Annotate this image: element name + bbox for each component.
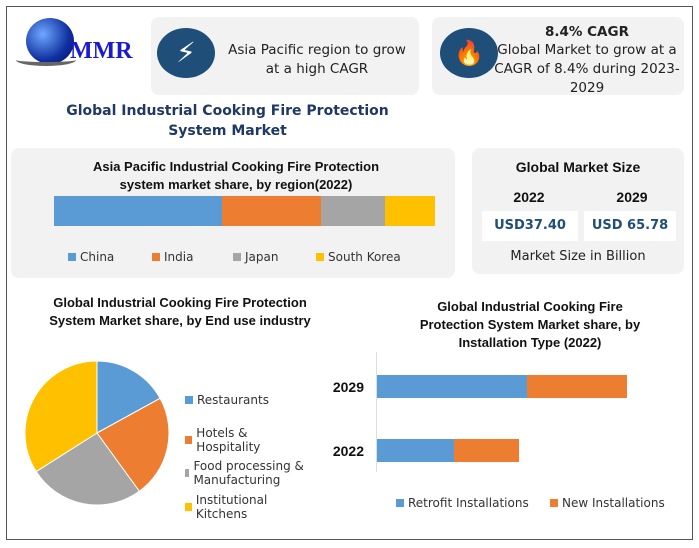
infographic-frame (6, 6, 693, 540)
legend-swatch (396, 499, 404, 507)
legend-swatch (316, 253, 324, 261)
legend-label: Retrofit Installations (408, 496, 529, 510)
legend-item: Restaurants (185, 393, 305, 407)
pie-slice-0 (96, 360, 161, 434)
legend-item: New Installations (550, 496, 665, 510)
legend-label: Institutional Kitchens (195, 493, 268, 521)
legend-label: South Korea (328, 250, 401, 264)
legend-item: Japan (233, 250, 278, 264)
pie-chart (24, 360, 170, 506)
region-bar (54, 196, 435, 226)
region-chart-title: Asia Pacific Industrial Cooking Fire Pro… (92, 159, 380, 192)
value-2022: USD37.40 (482, 211, 578, 241)
legend-label: New Installations (562, 496, 665, 510)
install-category-label: 2029 (332, 379, 364, 395)
pie-slice-1 (96, 397, 170, 492)
legend-item: India (152, 250, 193, 264)
main-title: Global Industrial Cooking Fire Protectio… (66, 103, 389, 139)
install-axis (376, 352, 377, 472)
market-size-title: Global Market Size (515, 159, 641, 175)
region-segment-south-korea (385, 196, 435, 226)
legend-swatch (152, 253, 160, 261)
value-2029: USD 65.78 (584, 211, 676, 241)
year-2029: 2029 (616, 189, 648, 205)
legend-item: China (68, 250, 114, 264)
pie-chart-title: Global Industrial Cooking Fire Protectio… (49, 295, 311, 328)
install-chart-title: Global Industrial Cooking Fire Protectio… (419, 299, 641, 350)
pie-slice-3 (24, 360, 98, 473)
lightning-icon: ⚡ (157, 28, 215, 78)
legend-swatch (185, 469, 190, 477)
region-chart-card: Asia Pacific Industrial Cooking Fire Pro… (11, 148, 455, 278)
install-bar-2022-1 (454, 439, 520, 462)
legend-label: India (164, 250, 194, 264)
cagr-heading: 8.4% CAGR (545, 24, 629, 40)
logo-text: MMR (70, 38, 133, 64)
market-size-card: Global Market Size 2022 2029 USD37.40 US… (472, 148, 684, 274)
legend-item: Institutional Kitchens (185, 493, 305, 521)
region-segment-india (221, 196, 321, 226)
install-bar-2029-1 (527, 375, 627, 398)
logo: MMR (14, 14, 144, 69)
install-category-label: 2022 (332, 443, 364, 459)
legend-label: Restaurants (197, 393, 269, 407)
install-bar-2029-0 (377, 375, 528, 398)
legend-item: Retrofit Installations (396, 496, 529, 510)
pie-slice-2 (35, 432, 141, 506)
legend-label: Hotels & Hospitality (196, 426, 261, 454)
flame-icon: 🔥 (440, 28, 498, 78)
region-segment-china (54, 196, 222, 226)
legend-swatch (233, 253, 241, 261)
legend-label: Food processing & Manufacturing (193, 459, 304, 487)
legend-swatch (68, 253, 76, 261)
highlight-text: Asia Pacific region to grow at a high CA… (228, 42, 406, 77)
highlight-card-2: 🔥 8.4% CAGR Global Market to grow at a C… (432, 17, 684, 96)
cagr-text: Global Market to grow at a CAGR of 8.4% … (494, 42, 680, 96)
install-bar-2022-0 (377, 439, 455, 462)
legend-item: Hotels & Hospitality (185, 426, 305, 454)
legend-swatch (185, 503, 192, 511)
legend-swatch (550, 499, 558, 507)
legend-item: South Korea (316, 250, 401, 264)
region-segment-japan (320, 196, 386, 226)
year-2022: 2022 (513, 189, 545, 205)
legend-label: Japan (245, 250, 279, 264)
legend-label: China (80, 250, 115, 264)
legend-swatch (185, 396, 193, 404)
highlight-card-1: ⚡ Asia Pacific region to grow at a high … (151, 17, 419, 95)
legend-swatch (185, 436, 193, 444)
market-size-unit: Market Size in Billion (510, 249, 646, 264)
legend-item: Food processing & Manufacturing (185, 459, 305, 487)
